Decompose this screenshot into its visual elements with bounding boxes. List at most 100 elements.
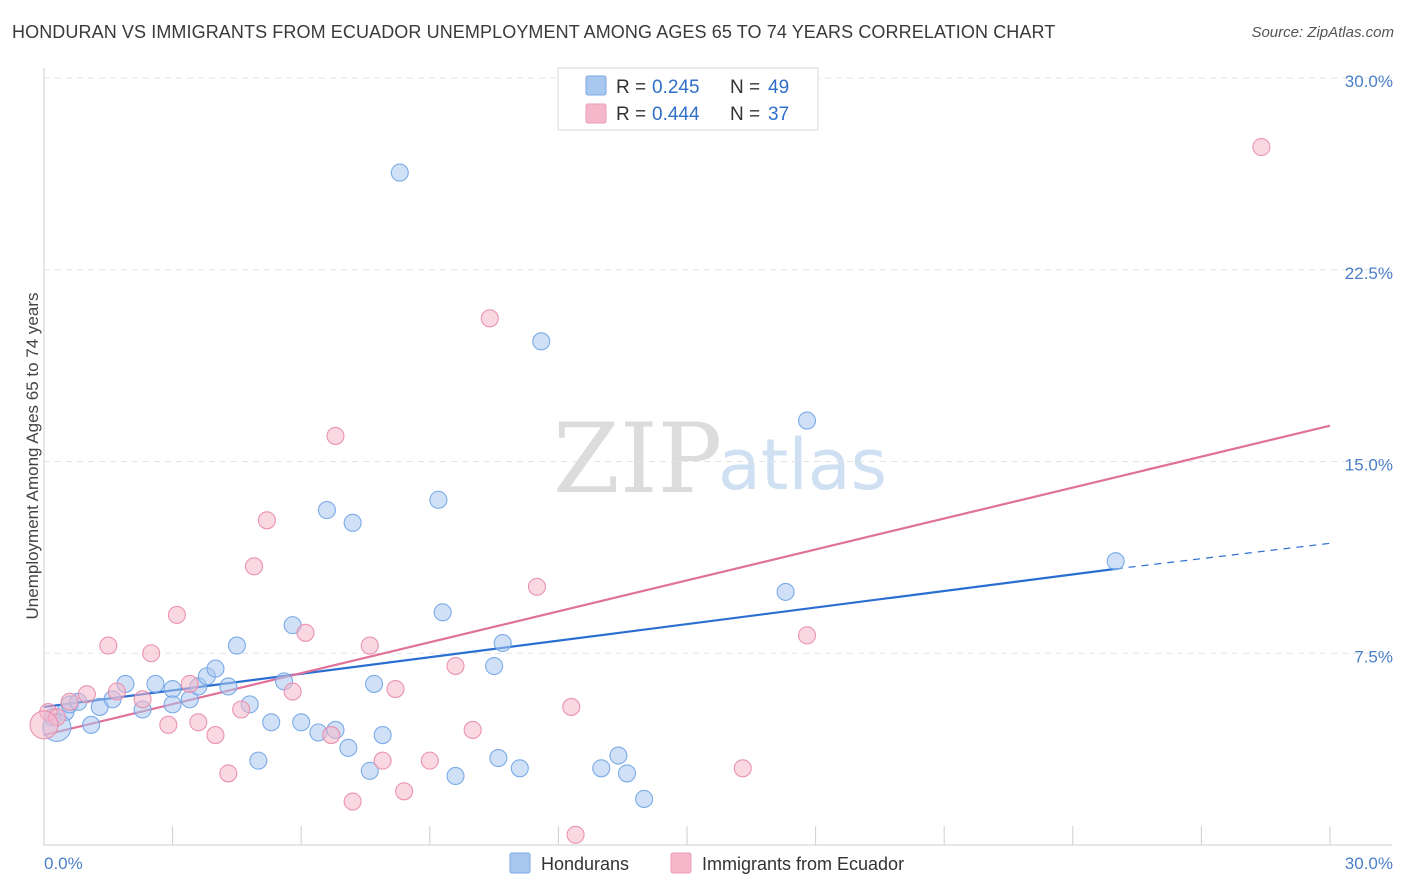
point-hondurans	[797, 411, 817, 430]
point-ecuador	[232, 700, 251, 719]
point-ecuador	[386, 679, 405, 699]
legend-r-label-ecuador: R =	[616, 104, 646, 125]
point-hondurans	[373, 726, 392, 745]
watermark-zip: ZIP	[553, 403, 722, 515]
point-hondurans	[485, 656, 504, 676]
point-hondurans	[227, 636, 246, 655]
point-ecuador	[142, 644, 161, 663]
legend-n-label-hondurans: N =	[730, 77, 760, 98]
point-hondurans	[82, 715, 101, 734]
point-hondurans	[219, 677, 238, 696]
point-ecuador	[420, 751, 439, 770]
legend-n-value-hondurans: 49	[768, 77, 789, 98]
point-ecuador	[326, 426, 345, 445]
y-tick-label: 7.5%	[1354, 647, 1393, 666]
point-hondurans	[317, 501, 336, 520]
x-tick-label: 30.0%	[1345, 854, 1393, 873]
point-ecuador	[373, 751, 392, 770]
point-ecuador	[343, 792, 362, 811]
data-points	[29, 137, 1271, 844]
legend-top: R = 0.245 N = 49 R = 0.444 N = 37	[557, 67, 819, 131]
point-hondurans	[262, 713, 281, 732]
point-hondurans	[510, 759, 529, 778]
point-ecuador	[797, 626, 817, 645]
point-hondurans	[446, 766, 465, 786]
point-ecuador	[1252, 137, 1271, 157]
point-ecuador	[29, 710, 59, 740]
point-ecuador	[133, 690, 152, 709]
point-hondurans	[339, 738, 358, 757]
point-ecuador	[244, 557, 264, 576]
point-hondurans	[292, 713, 311, 732]
point-ecuador	[167, 605, 186, 624]
point-ecuador	[566, 825, 585, 844]
legend-r-value-hondurans: 0.245	[652, 77, 700, 98]
trend-line-ecuador	[43, 424, 1331, 737]
point-hondurans	[249, 751, 268, 770]
point-hondurans	[146, 674, 165, 693]
y-tick-label: 22.5%	[1345, 264, 1393, 283]
y-axis-label: Unemployment Among Ages 65 to 74 years	[23, 293, 42, 620]
x-tick-label: 0.0%	[44, 854, 83, 873]
point-hondurans	[1106, 552, 1125, 571]
point-ecuador	[733, 759, 752, 778]
legend-bottom: Hondurans Immigrants from Ecuador	[509, 852, 904, 874]
legend-n-label-ecuador: N =	[730, 104, 760, 125]
point-hondurans	[365, 674, 384, 693]
gridlines	[44, 77, 1392, 654]
point-hondurans	[163, 695, 182, 714]
y-tick-label: 30.0%	[1345, 72, 1393, 91]
trend-line-extension-hondurans	[1115, 542, 1331, 570]
point-ecuador	[463, 720, 482, 740]
legend-swatch-hondurans	[585, 75, 607, 96]
point-hondurans	[390, 163, 409, 182]
point-ecuador	[360, 636, 379, 655]
legend-swatch-ecuador	[585, 103, 607, 124]
point-hondurans	[429, 490, 448, 509]
point-hondurans	[489, 749, 508, 768]
legend-r-label-hondurans: R =	[616, 77, 646, 98]
legend-bottom-label-ecuador: Immigrants from Ecuador	[702, 854, 904, 874]
point-hondurans	[433, 603, 452, 622]
point-ecuador	[562, 697, 581, 716]
point-ecuador	[180, 674, 199, 693]
point-hondurans	[343, 513, 362, 532]
point-ecuador	[322, 726, 341, 745]
point-hondurans	[206, 659, 225, 678]
point-hondurans	[360, 761, 379, 780]
point-ecuador	[257, 511, 276, 530]
chart-title: HONDURAN VS IMMIGRANTS FROM ECUADOR UNEM…	[12, 22, 1056, 42]
y-tick-label: 15.0%	[1345, 456, 1393, 475]
point-ecuador	[296, 623, 315, 642]
point-ecuador	[77, 685, 96, 704]
legend-bottom-swatch-ecuador	[670, 852, 692, 874]
legend-n-value-ecuador: 37	[768, 104, 789, 125]
legend-bottom-swatch-hondurans	[509, 852, 531, 874]
point-hondurans	[532, 332, 551, 351]
point-ecuador	[189, 713, 208, 732]
point-ecuador	[395, 782, 414, 801]
tick-labels: 7.5% 15.0% 22.5% 30.0% 0.0% 30.0%	[44, 72, 1393, 873]
point-hondurans	[609, 746, 628, 765]
point-ecuador	[107, 682, 126, 701]
point-hondurans	[776, 582, 795, 601]
point-ecuador	[60, 692, 79, 711]
point-ecuador	[527, 577, 547, 596]
point-hondurans	[635, 789, 654, 809]
point-ecuador	[219, 764, 238, 783]
point-hondurans	[617, 764, 637, 783]
source-label: Source: ZipAtlas.com	[1251, 24, 1394, 41]
point-hondurans	[163, 679, 182, 699]
point-ecuador	[283, 682, 302, 701]
legend-r-value-ecuador: 0.444	[652, 104, 700, 125]
point-ecuador	[206, 726, 225, 745]
watermark-atlas: atlas	[718, 424, 887, 506]
point-ecuador	[446, 656, 465, 676]
legend-bottom-label-hondurans: Hondurans	[541, 854, 629, 874]
axes	[43, 68, 1392, 846]
point-hondurans	[493, 633, 512, 653]
point-ecuador	[99, 636, 118, 655]
point-ecuador	[159, 715, 178, 734]
point-hondurans	[592, 759, 611, 778]
